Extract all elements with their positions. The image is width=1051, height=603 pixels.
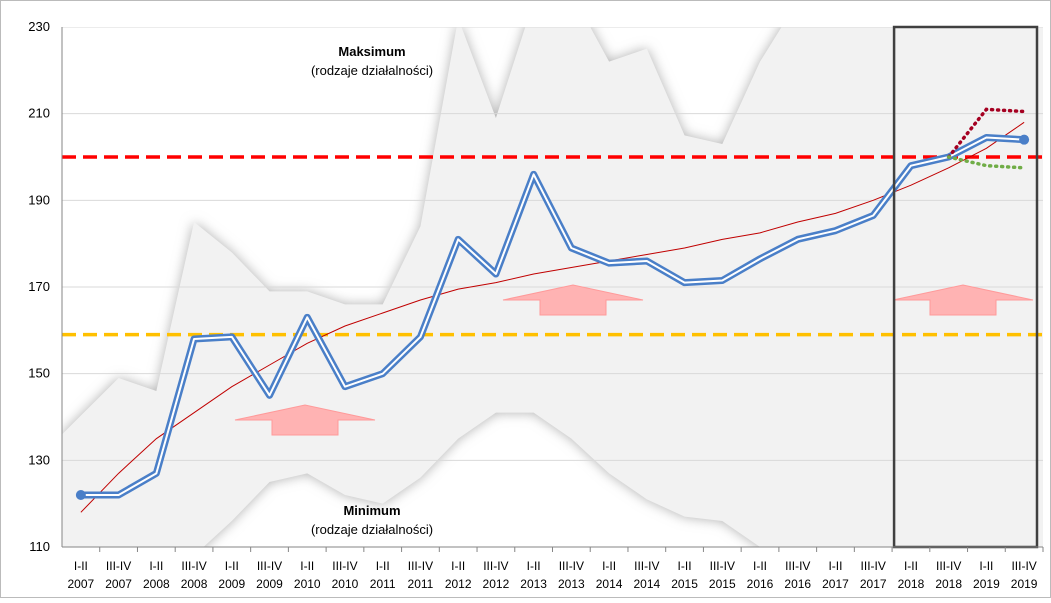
x-tick-label: III-IV xyxy=(559,559,584,573)
x-tick-label: III-IV xyxy=(408,559,433,573)
x-tick-label: 2017 xyxy=(860,577,887,591)
x-tick-label: 2018 xyxy=(935,577,962,591)
x-tick-label: I-II xyxy=(225,559,239,573)
x-tick-label: 2018 xyxy=(898,577,925,591)
x-tick-label: 2016 xyxy=(784,577,811,591)
plot-area xyxy=(62,27,1043,547)
y-tick-label: 150 xyxy=(28,366,50,381)
x-tick-label: III-IV xyxy=(106,559,131,573)
x-tick-label: 2013 xyxy=(520,577,547,591)
y-tick-label: 210 xyxy=(28,106,50,121)
y-tick-label: 110 xyxy=(29,539,50,554)
x-tick-label: III-IV xyxy=(785,559,810,573)
x-tick-label: 2012 xyxy=(483,577,510,591)
x-tick-label: III-IV xyxy=(1011,559,1036,573)
arrow xyxy=(234,404,376,436)
x-tick-label: 2014 xyxy=(596,577,623,591)
end-point xyxy=(75,490,86,500)
x-tick-label: III-IV xyxy=(332,559,357,573)
x-tick-label: 2019 xyxy=(1011,577,1038,591)
overlay: 110 130 150 170 190 210 230 I-II 2007 III-IV 2007 I… xyxy=(28,19,1044,591)
x-tick-label: I-II xyxy=(979,559,993,573)
x-tick-label: 2007 xyxy=(68,577,95,591)
x-tick-label: I-II xyxy=(74,559,88,573)
x-tick-label: 2017 xyxy=(822,577,849,591)
x-tick-label: III-IV xyxy=(936,559,961,573)
x-tick-label: I-II xyxy=(376,559,390,573)
y-tick-label: 130 xyxy=(28,452,50,467)
x-tick-label: 2011 xyxy=(370,577,396,591)
forecast-line xyxy=(946,155,1026,170)
arrow xyxy=(502,284,644,316)
x-tick-label: III-IV xyxy=(710,559,735,573)
x-tick-label: III-IV xyxy=(483,559,508,573)
x-tick-label: 2007 xyxy=(105,577,132,591)
arrow xyxy=(892,284,1034,316)
x-tick-label: III-IV xyxy=(257,559,282,573)
x-tick-label: III-IV xyxy=(181,559,206,573)
x-tick-label: I-II xyxy=(904,559,918,573)
x-tick-label: 2009 xyxy=(256,577,283,591)
x-tick-label: 2010 xyxy=(294,577,321,591)
x-tick-label: 2016 xyxy=(747,577,774,591)
x-tick-label: 2014 xyxy=(633,577,660,591)
y-tick-label: 230 xyxy=(28,19,50,34)
x-tick-label: I-II xyxy=(451,559,465,573)
y-tick-label: 170 xyxy=(28,279,50,294)
x-tick-label: 2019 xyxy=(973,577,1000,591)
main-line-inner xyxy=(80,136,1025,496)
x-tick-label: 2008 xyxy=(143,577,170,591)
x-tick-label: I-II xyxy=(527,559,541,573)
x-tick-label: III-IV xyxy=(634,559,659,573)
end-point xyxy=(1019,134,1030,145)
x-tick-label: 2015 xyxy=(709,577,736,591)
y-tick-label: 190 xyxy=(28,192,50,207)
annotation: Minimum xyxy=(343,503,400,518)
annotation-sub: (rodzaje działalności) xyxy=(311,63,433,78)
x-tick-label: I-II xyxy=(678,559,692,573)
x-tick-label: I-II xyxy=(149,559,163,573)
annotation: Maksimum xyxy=(338,44,405,59)
x-tick-label: 2011 xyxy=(408,577,434,591)
x-tick-label: 2015 xyxy=(671,577,698,591)
x-tick-label: 2010 xyxy=(332,577,359,591)
x-tick-label: I-II xyxy=(828,559,842,573)
x-tick-label: 2012 xyxy=(445,577,472,591)
forecast-line xyxy=(946,107,1026,159)
x-tick-label: 2013 xyxy=(558,577,585,591)
x-tick-label: 2008 xyxy=(181,577,208,591)
trend-line xyxy=(80,121,1025,513)
x-tick-label: I-II xyxy=(300,559,314,573)
x-tick-label: I-II xyxy=(602,559,616,573)
annotation-sub: (rodzaje działalności) xyxy=(311,522,433,537)
x-tick-label: I-II xyxy=(753,559,767,573)
x-tick-label: 2009 xyxy=(218,577,245,591)
x-tick-label: III-IV xyxy=(861,559,886,573)
